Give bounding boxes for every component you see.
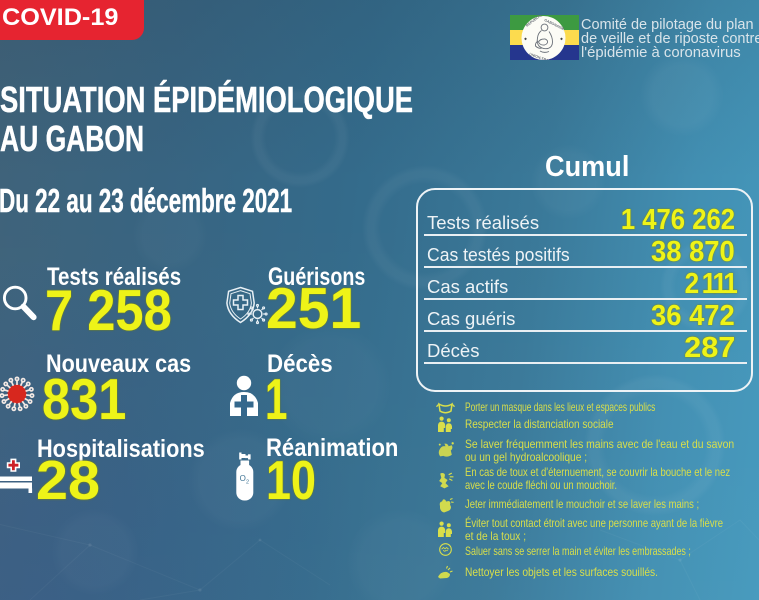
svg-text:O: O: [240, 474, 246, 483]
svg-text:2: 2: [246, 480, 249, 486]
